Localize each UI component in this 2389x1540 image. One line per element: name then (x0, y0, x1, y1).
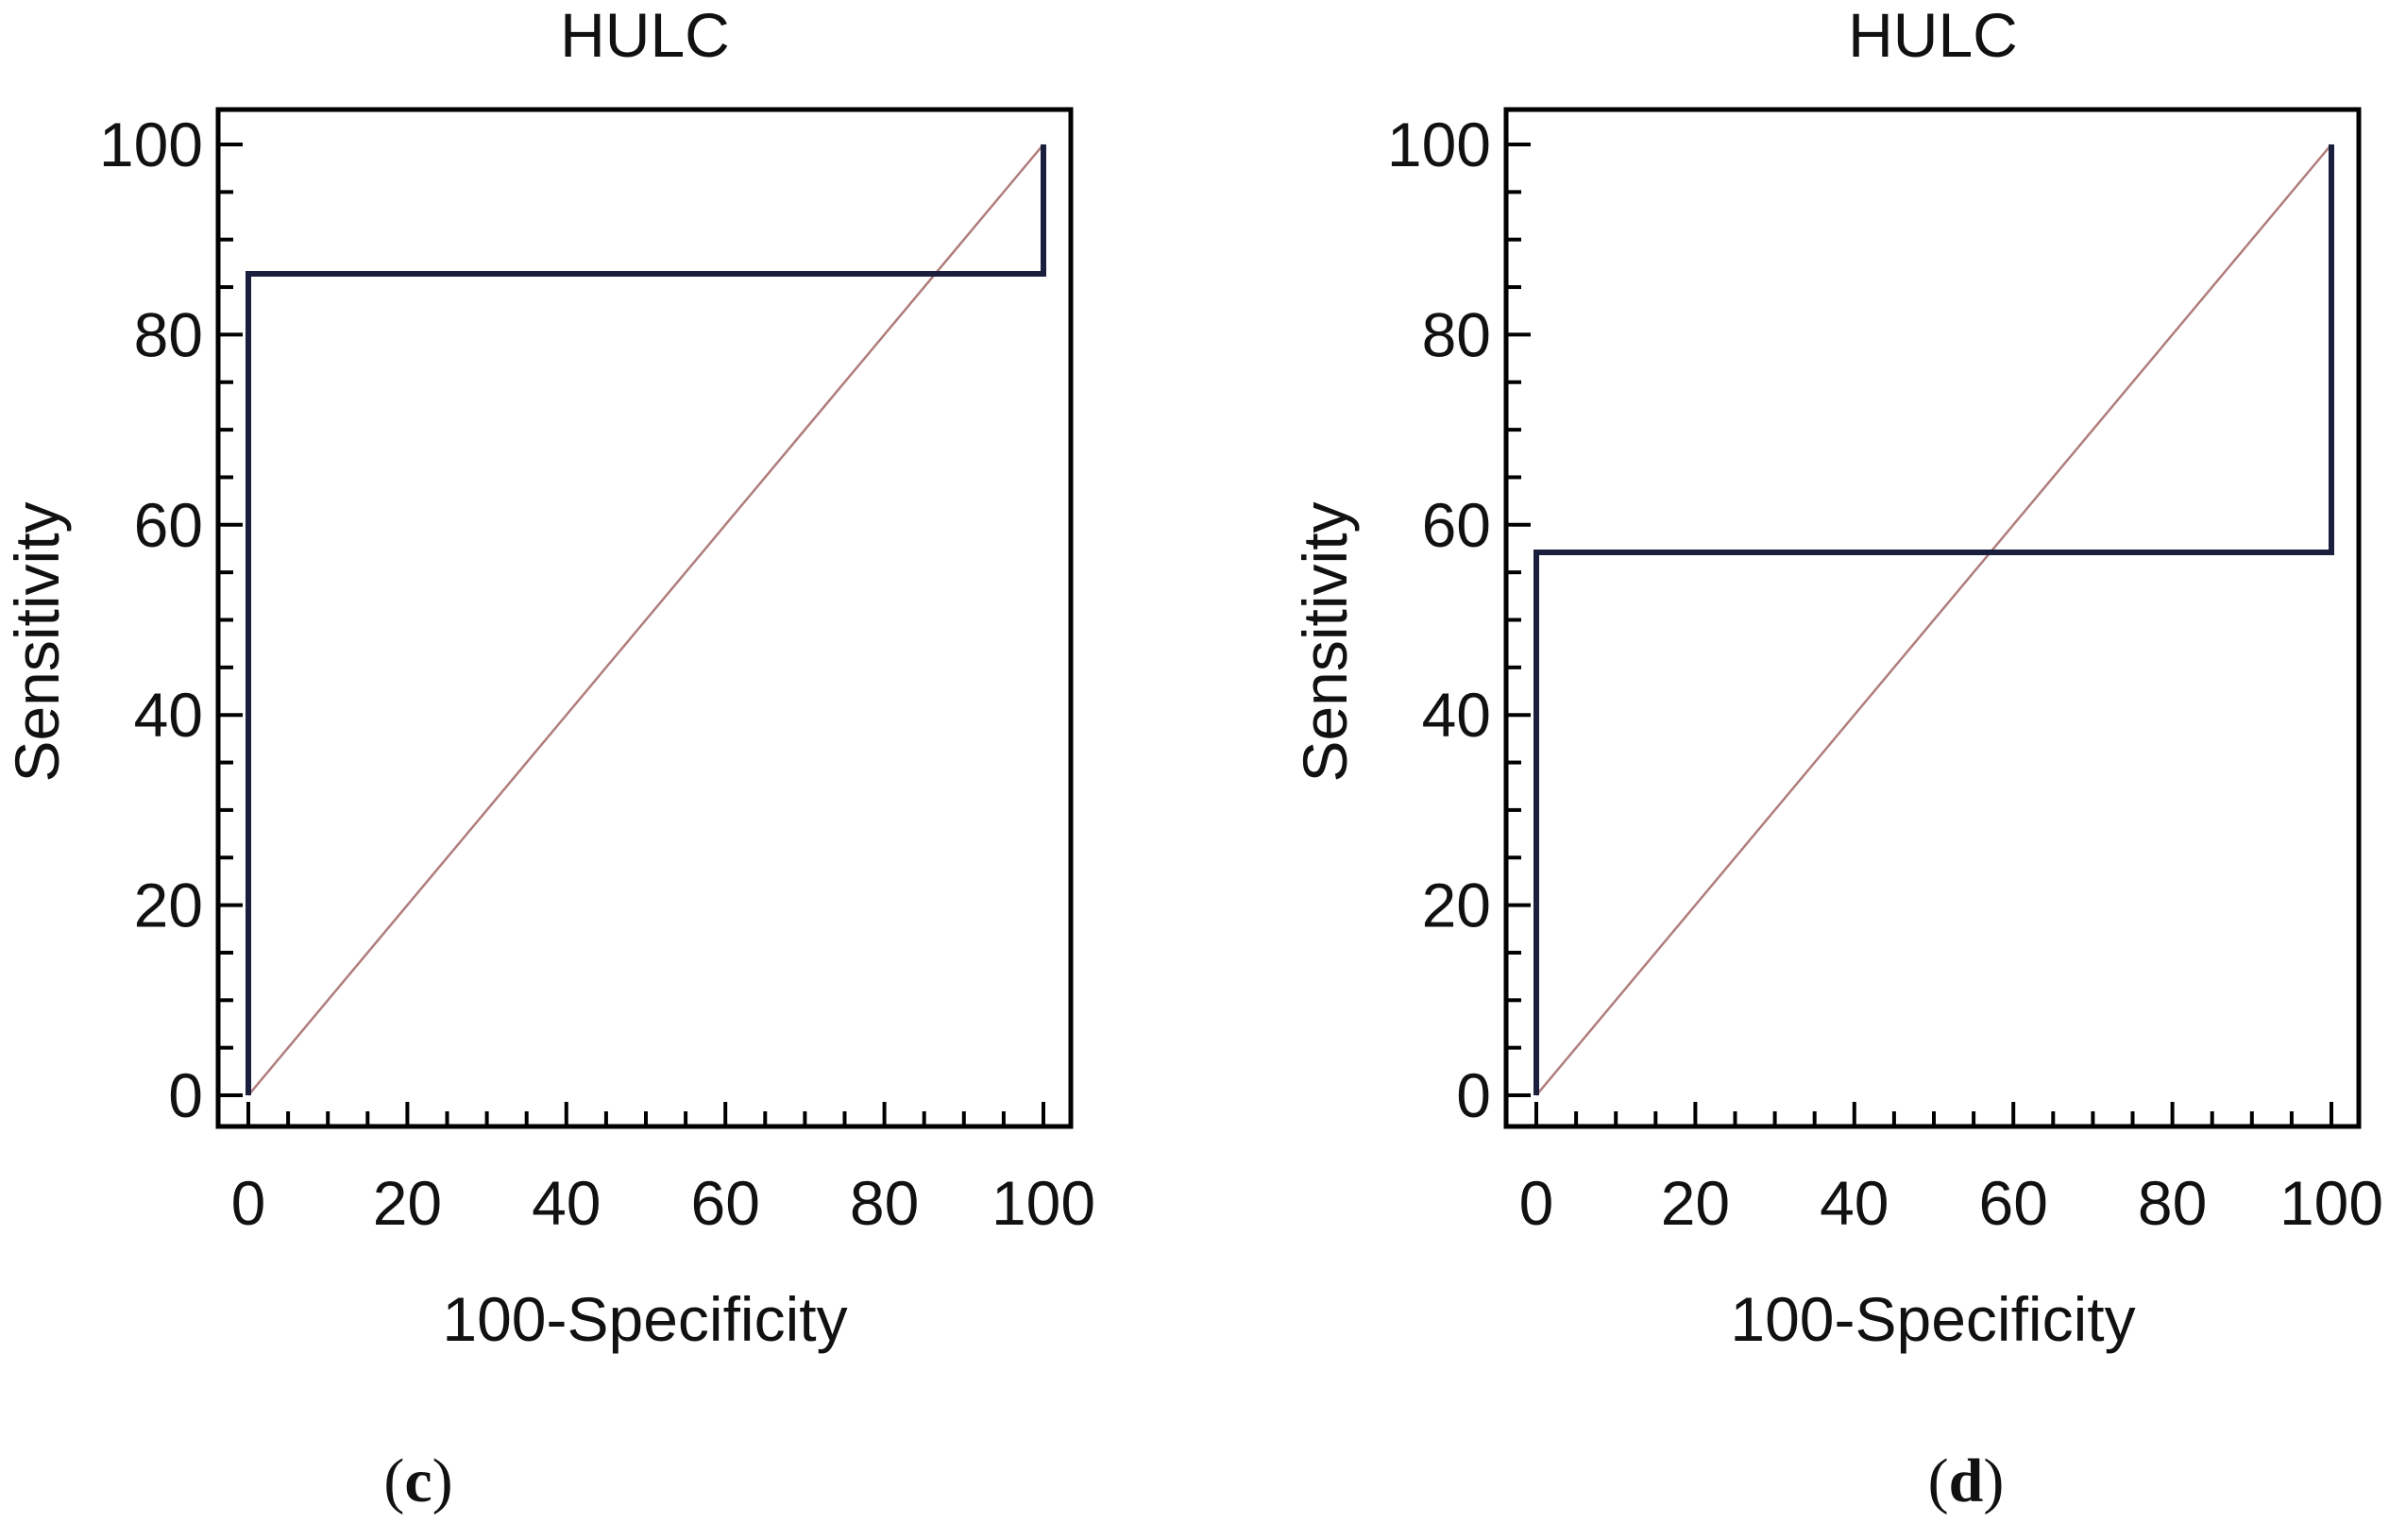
plot-frame (215, 107, 1074, 1129)
y-tick-label: 0 (168, 1060, 203, 1130)
chart-panel-c: HULC 0 20 40 60 80 100 0 20 40 60 80 100 100-Speci… (2, 0, 1095, 1515)
tick-marks (1506, 143, 2333, 1126)
y-tick-label: 100 (99, 110, 203, 179)
y-tick-label: 60 (134, 490, 203, 560)
tick-marks (218, 143, 1045, 1126)
reference-line (1535, 144, 2332, 1096)
panel-label-letter: d (1949, 1447, 1984, 1515)
chart-title: HULC (1848, 0, 2018, 70)
reference-line (247, 144, 1044, 1096)
y-tick-label: 20 (1422, 871, 1491, 940)
x-tick-label: 100 (991, 1168, 1095, 1238)
y-axis-label: Sensitivity (1290, 501, 1360, 782)
y-tick-labels: 0 20 40 60 80 100 (99, 110, 203, 1130)
x-tick-label: 20 (1661, 1168, 1730, 1238)
y-tick-label: 80 (1422, 299, 1491, 369)
x-tick-label: 60 (1978, 1168, 2047, 1238)
roc-curve (246, 144, 1046, 1095)
x-tick-label: 60 (690, 1168, 759, 1238)
x-tick-labels: 0 20 40 60 80 100 (231, 1168, 1095, 1238)
y-tick-label: 60 (1422, 490, 1491, 560)
panel-label-letter: c (404, 1447, 432, 1515)
x-tick-label: 0 (231, 1168, 266, 1238)
x-axis-label: 100-Specificity (442, 1284, 847, 1354)
x-tick-label: 100 (2279, 1168, 2383, 1238)
plot-frame (1503, 107, 2362, 1129)
x-tick-label: 80 (2138, 1168, 2207, 1238)
panel-label-open: ( (1928, 1447, 1949, 1515)
y-axis-label: Sensitivity (2, 501, 72, 782)
y-tick-label: 80 (134, 299, 203, 369)
panel-label-close: ) (1983, 1447, 2004, 1515)
x-tick-labels: 0 20 40 60 80 100 (1519, 1168, 2383, 1238)
y-tick-label: 20 (134, 871, 203, 940)
y-tick-labels: 0 20 40 60 80 100 (1387, 110, 1491, 1130)
chart-title: HULC (560, 0, 730, 70)
panel-label: (c) (383, 1447, 452, 1515)
y-tick-label: 40 (1422, 680, 1491, 750)
panel-label-open: ( (383, 1447, 404, 1515)
x-tick-label: 20 (373, 1168, 442, 1238)
x-axis-label: 100-Specificity (1730, 1284, 2135, 1354)
y-tick-label: 0 (1456, 1060, 1491, 1130)
panel-label-close: ) (432, 1447, 453, 1515)
chart-panel-d: HULC 0 20 40 60 80 100 0 20 40 60 80 100 100-Speci… (1290, 0, 2383, 1515)
panel-label: (d) (1928, 1447, 2005, 1515)
x-tick-label: 40 (1820, 1168, 1889, 1238)
y-tick-label: 100 (1387, 110, 1491, 179)
y-tick-label: 40 (134, 680, 203, 750)
x-tick-label: 80 (850, 1168, 919, 1238)
x-tick-label: 0 (1519, 1168, 1554, 1238)
roc-curve (1533, 144, 2334, 1095)
x-tick-label: 40 (532, 1168, 601, 1238)
